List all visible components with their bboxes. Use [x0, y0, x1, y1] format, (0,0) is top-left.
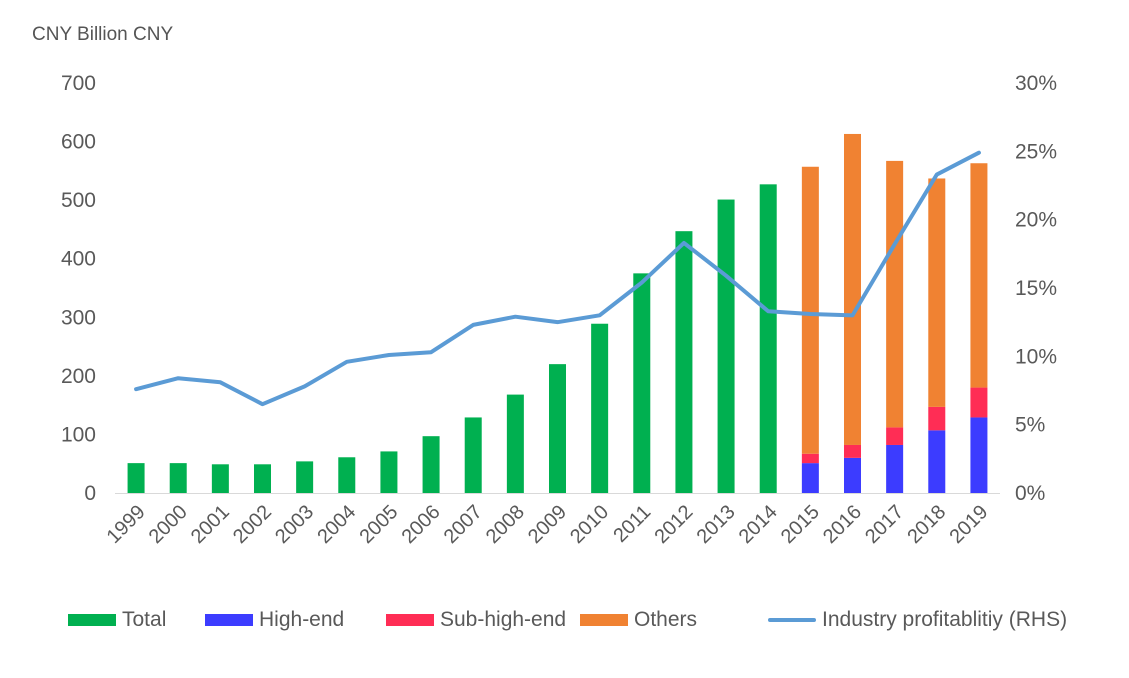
x-axis-tick-label: 2018 [903, 501, 950, 548]
bar-sub-high-end [970, 387, 988, 418]
bar-total [633, 273, 651, 493]
x-axis-tick-label: 2015 [777, 501, 824, 548]
legend-swatch [68, 614, 116, 626]
bar-total [169, 463, 187, 493]
bar-total [211, 464, 229, 493]
legend-label: Sub-high-end [440, 608, 567, 631]
left-axis-tick-label: 600 [61, 131, 96, 154]
bar-sub-high-end [886, 427, 904, 445]
legend-label: Industry profitablitiy (RHS) [822, 608, 1068, 631]
right-axis-tick-label: 10% [1015, 345, 1057, 368]
legend-label: High-end [259, 608, 345, 631]
bar-high-end [844, 457, 861, 493]
bar-total [338, 457, 356, 493]
x-axis-tick-label: 2005 [355, 501, 402, 548]
x-axis-tick-label: 2017 [861, 501, 908, 548]
bar-sub-high-end [844, 444, 861, 458]
bar-others [886, 160, 904, 428]
right-axis-tick-label: 5% [1015, 414, 1045, 437]
bar-total [422, 436, 440, 493]
legend-label: Total [122, 608, 167, 631]
left-axis-tick-label: 300 [61, 306, 96, 329]
legend-item: Sub-high-end [386, 606, 566, 634]
left-axis-tick-label: 200 [61, 365, 96, 388]
x-axis-tick-label: 2003 [271, 501, 318, 548]
legend-item: Industry profitablitiy (RHS) [768, 606, 1067, 634]
x-axis-tick-label: 1999 [103, 501, 150, 548]
left-axis-tick-label: 0 [84, 482, 96, 505]
left-axis-tick-label: 400 [61, 248, 96, 271]
legend-item: Total [68, 606, 166, 634]
right-axis-tick-label: 20% [1015, 209, 1057, 232]
x-axis-tick-label: 2013 [693, 501, 740, 548]
bar-others [970, 163, 988, 388]
bar-total [717, 199, 735, 494]
right-axis-tick-label: 0% [1015, 482, 1045, 505]
x-axis-tick-label: 2014 [735, 501, 782, 548]
x-axis-tick-label: 2010 [566, 501, 613, 548]
bar-high-end [928, 430, 946, 493]
bar-total [127, 463, 145, 493]
right-axis-tick-label: 30% [1015, 72, 1057, 95]
bar-total [380, 451, 398, 493]
bar-others [928, 178, 946, 407]
chart-legend: Total High-end Sub-high-end Others Industry … [68, 606, 1128, 634]
x-axis-tick-label: 2002 [229, 501, 276, 548]
x-axis-tick-label: 2016 [819, 501, 866, 548]
legend-swatch [768, 618, 816, 622]
legend-swatch [386, 614, 434, 626]
x-axis-tick-label: 2007 [440, 501, 487, 548]
x-axis-tick-label: 2008 [482, 501, 529, 548]
left-axis-tick-label: 100 [61, 423, 96, 446]
legend-label: Others [634, 608, 698, 631]
x-axis-tick-label: 2012 [650, 501, 697, 548]
legend-swatch [205, 614, 253, 626]
bar-others [844, 133, 861, 445]
legend-item: High-end [205, 606, 344, 634]
x-axis-tick-label: 2000 [145, 501, 192, 548]
bar-high-end [886, 444, 904, 493]
bar-total [549, 364, 566, 493]
x-axis-tick-label: 2011 [609, 501, 655, 547]
bar-high-end [970, 417, 988, 493]
x-axis-tick-label: 2009 [524, 501, 571, 548]
x-axis-tick-label: 2001 [187, 501, 234, 548]
left-axis-tick-label: 700 [61, 72, 96, 95]
bar-total [506, 394, 524, 493]
right-axis-tick-label: 25% [1015, 140, 1057, 163]
bar-others [801, 166, 819, 454]
line-industry-profitability [134, 150, 981, 407]
bar-high-end [801, 463, 819, 493]
bar-total [464, 417, 482, 493]
bar-total [254, 464, 271, 493]
bar-sub-high-end [928, 406, 946, 431]
right-axis-tick-label: 15% [1015, 277, 1057, 300]
chart-plot: 0 100 200 300 400 500 600 700 0% 5% 10% 15% 20% 25% 30… [61, 72, 1057, 548]
bar-total [591, 323, 609, 493]
x-axis-tick-label: 2006 [398, 501, 445, 548]
legend-swatch [580, 614, 628, 626]
bar-total [759, 184, 777, 494]
x-axis-tick-label: 2019 [945, 501, 992, 548]
left-axis-tick-label: 500 [61, 189, 96, 212]
left-axis-unit-label: CNY Billion CNY [32, 24, 174, 45]
x-axis-tick-label: 2004 [313, 501, 360, 548]
bar-total [675, 231, 693, 493]
bar-total [296, 461, 314, 493]
bar-sub-high-end [801, 453, 819, 464]
legend-item: Others [580, 606, 697, 634]
